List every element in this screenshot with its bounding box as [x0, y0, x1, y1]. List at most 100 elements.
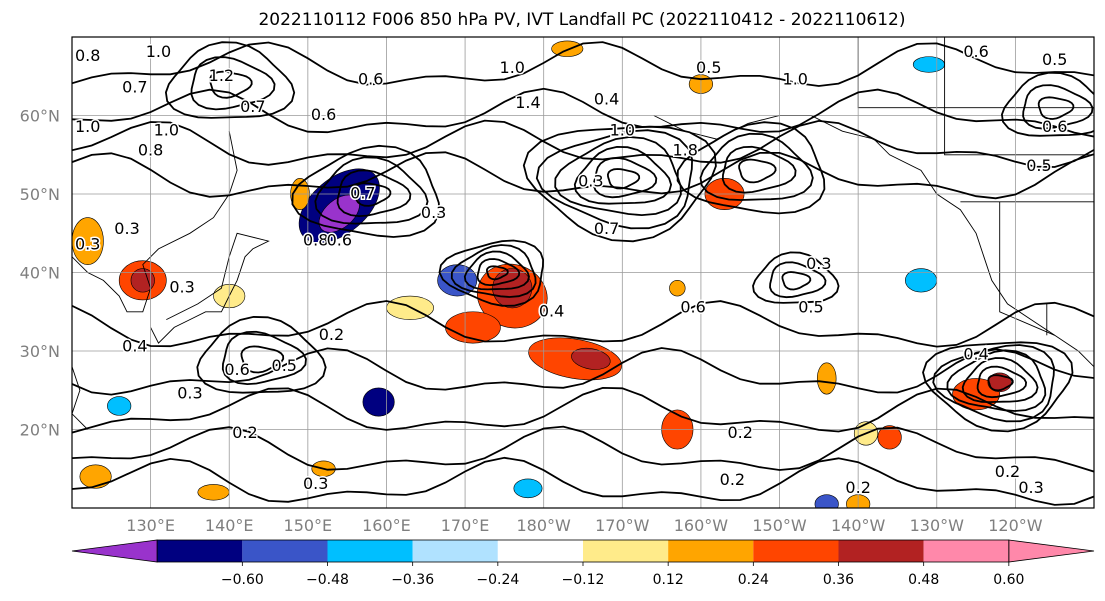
- ivt-contour-line: [1022, 84, 1094, 130]
- colorbar-extend-min: [71, 539, 158, 563]
- ivt-contour-line: [752, 251, 840, 304]
- longitude-tick-label: 170°W: [595, 516, 650, 535]
- contour-value-label: 0.6: [680, 297, 705, 316]
- coastline-segment: [944, 37, 1094, 156]
- contour-value-label: 1.8: [672, 140, 697, 159]
- ivt-contour-line: [72, 119, 1094, 168]
- ivt-contour-line: [450, 244, 537, 298]
- ivt-contour-line: [463, 250, 530, 291]
- pv-anomaly-patch: [912, 56, 945, 73]
- contour-value-label: 0.3: [806, 254, 831, 273]
- ivt-contour-line: [336, 169, 412, 218]
- pv-anomaly-patch: [79, 464, 112, 489]
- ivt-contour-line: [738, 158, 777, 184]
- pv-anomaly-patch: [669, 280, 686, 297]
- contour-value-label: 1.0: [75, 117, 100, 136]
- pv-anomaly-patch: [513, 478, 543, 499]
- ivt-contour-line: [976, 365, 1028, 399]
- colorbar-tick-label: 0.12: [653, 572, 684, 588]
- contour-value-label: 0.2: [845, 478, 870, 497]
- longitude-tick-label: 150°W: [752, 516, 807, 535]
- contour-value-label: 0.5: [1026, 156, 1051, 175]
- colorbar-tick-label: −0.36: [391, 572, 434, 588]
- contour-value-label: 0.5: [1042, 50, 1067, 69]
- coastline-segment: [999, 201, 1055, 336]
- longitude-tick-label: 130°W: [910, 516, 965, 535]
- contour-value-label: 0.6: [327, 231, 352, 250]
- contour-value-label: 0.8: [75, 46, 100, 65]
- pv-anomaly-patch: [814, 494, 839, 508]
- contour-value-label: 0.6: [311, 105, 336, 124]
- ivt-contour-line: [699, 132, 814, 201]
- ivt-contour-line: [72, 456, 1094, 506]
- contour-value-label: 1.4: [515, 93, 540, 112]
- contour-value-label: 0.6: [358, 70, 383, 89]
- ivt-contour-line: [987, 374, 1014, 392]
- gridlines: [72, 37, 1094, 508]
- ivt-contour-line: [769, 261, 827, 299]
- colorbar-tick-label: 0.48: [908, 572, 939, 588]
- colorbar-tick-label: −0.24: [476, 572, 519, 588]
- ivt-contour-line: [72, 386, 1094, 434]
- ivt-contour-line: [240, 345, 285, 374]
- contour-value-label: 1.0: [146, 42, 171, 61]
- ivt-contour-line: [961, 357, 1039, 404]
- ivt-contour-line: [190, 56, 276, 111]
- contour-value-label: 0.7: [240, 97, 265, 116]
- colorbar-tick-label: 0.36: [823, 572, 854, 588]
- contour-labels: 0.8 1.00.71.2 0.60.7 0.61.0 1.00.80.70.30.30…: [73, 41, 1068, 499]
- colorbar-bin: [497, 540, 583, 562]
- ivt-contour-line: [72, 41, 1094, 87]
- contour-value-label: 0.3: [114, 219, 139, 238]
- colorbar-bin: [583, 540, 669, 562]
- pv-anomaly-patch: [107, 396, 132, 416]
- pv-anomaly-patch: [362, 387, 395, 417]
- map-panel: 0.8 1.00.71.2 0.60.7 0.61.0 1.00.80.70.30.30…: [71, 36, 1095, 509]
- pv-anomaly-patch: [72, 217, 104, 265]
- colorbar-bin: [327, 540, 413, 562]
- contour-value-label: 0.2: [720, 470, 745, 489]
- ivt-contour-layer: [72, 41, 1094, 506]
- ivt-contour-line: [485, 265, 509, 281]
- colorbar-bin: [668, 540, 754, 562]
- ivt-contour-line: [606, 168, 641, 190]
- colorbar-tick-label: 0.60: [993, 572, 1024, 588]
- longitude-tick-label: 150°E: [284, 516, 333, 535]
- latitude-tick-label: 30°N: [20, 342, 60, 361]
- ivt-contour-line: [72, 300, 1094, 348]
- contour-value-label: 1.0: [783, 70, 808, 89]
- contour-value-label: 0.8: [303, 231, 328, 250]
- contour-value-label: 0.8: [138, 140, 163, 159]
- ivt-contour-line: [209, 70, 253, 99]
- longitude-tick-label: 130°E: [126, 516, 175, 535]
- contour-value-label: 0.3: [421, 203, 446, 222]
- contour-value-label: 0.7: [594, 219, 619, 238]
- contour-value-label: 0.6: [963, 42, 988, 61]
- colorbar-bin: [838, 540, 924, 562]
- colorbar-bin: [923, 540, 1009, 562]
- ivt-contour-line: [196, 315, 327, 394]
- contour-value-label: 0.6: [1042, 117, 1067, 136]
- contour-value-label: 0.4: [594, 89, 619, 108]
- longitude-axis: 130°E 140°E 150°E 160°E 170°E 180°W 170°W 160°W…: [126, 516, 1042, 535]
- ivt-contour-line: [476, 258, 521, 287]
- colorbar-tick-label: 0.24: [738, 572, 769, 588]
- colorbar-tick-label: −0.48: [306, 572, 349, 588]
- ivt-contour-line: [946, 349, 1047, 412]
- colorbar-bin: [242, 540, 328, 562]
- longitude-tick-label: 160°E: [362, 516, 411, 535]
- latitude-tick-label: 50°N: [20, 185, 60, 204]
- ivt-contour-line: [164, 41, 296, 119]
- ivt-contour-line: [72, 151, 1094, 200]
- colorbar-tick-label: −0.60: [221, 572, 264, 588]
- pv-anomaly-patch: [877, 425, 902, 450]
- contour-value-label: 0.3: [75, 235, 100, 254]
- contour-value-label: 0.3: [303, 474, 328, 493]
- ivt-contour-line: [781, 271, 812, 291]
- colorbar-bin: [157, 540, 243, 562]
- ivt-contour-line: [72, 87, 1094, 138]
- ivt-contour-line: [72, 347, 1094, 396]
- contour-value-label: 1.0: [154, 121, 179, 140]
- contour-value-label: 0.2: [232, 423, 257, 442]
- colorbar-extend-max: [1008, 539, 1095, 563]
